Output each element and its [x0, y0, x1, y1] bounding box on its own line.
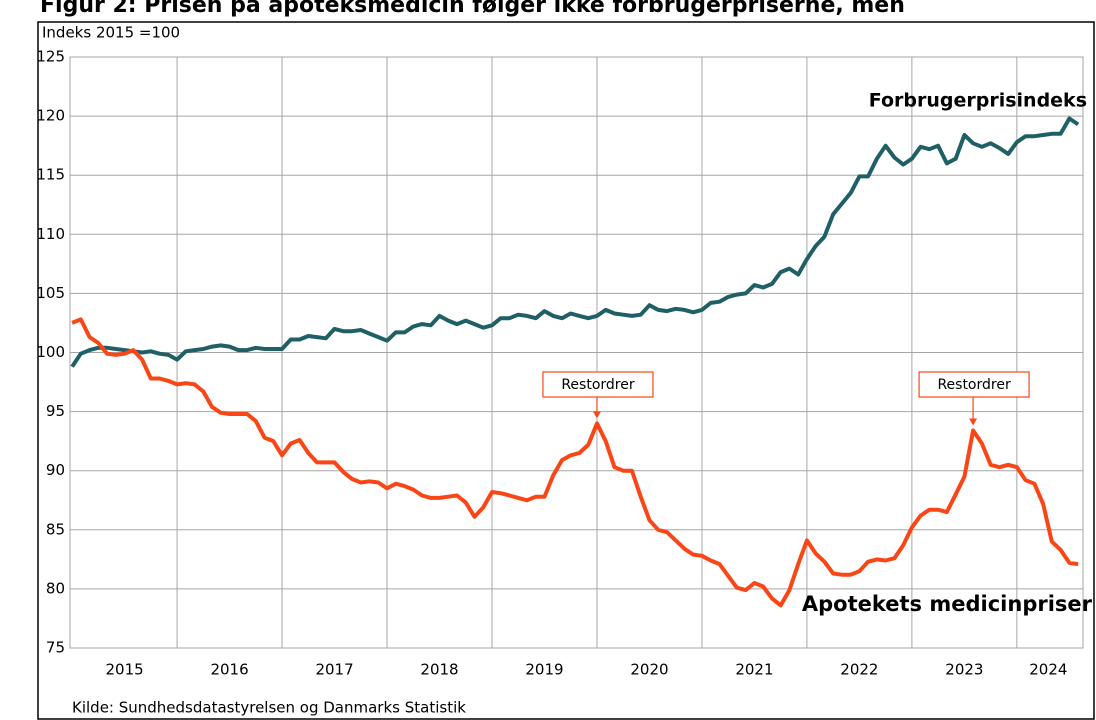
y-tick-label: 105	[36, 284, 65, 302]
x-tick-label: 2018	[420, 661, 458, 679]
y-tick-label: 115	[36, 166, 65, 184]
y-tick-label: 100	[36, 343, 65, 361]
y-axis-label: Indeks 2015 =100	[42, 24, 180, 42]
y-tick-label: 110	[36, 225, 65, 243]
x-tick-label: 2016	[210, 661, 248, 679]
annotation: Restordrer	[561, 377, 635, 393]
source: Kilde: Sundhedsdatastyrelsen og Danmarks…	[72, 699, 466, 717]
plot-area	[69, 56, 1084, 649]
line	[71, 317, 1079, 608]
x-tick-label: 2017	[315, 661, 353, 679]
y-tick-label: 85	[46, 520, 65, 538]
y-tick-label: 80	[46, 579, 65, 597]
x-tick-label: 2022	[840, 661, 878, 679]
arrow-head	[969, 418, 978, 426]
x-tick-label: 2015	[105, 661, 143, 679]
x-tick-label: 2020	[630, 661, 668, 679]
x-tick-label: 2024	[1029, 661, 1067, 679]
y-tick-label: 120	[36, 107, 65, 125]
x-tick-label: 2019	[525, 661, 563, 679]
y-tick-label: 95	[46, 402, 65, 420]
x-tick-label: 2021	[735, 661, 773, 679]
frame	[37, 21, 1095, 720]
annotation: Restordrer	[937, 377, 1011, 393]
series-label: Forbrugerprisindeks	[869, 90, 1087, 112]
annotation-box	[542, 371, 654, 398]
arrow-head	[592, 411, 601, 419]
y-tick-label: 75	[46, 639, 65, 657]
x-tick-label: 2023	[945, 661, 983, 679]
annotation-box	[918, 371, 1030, 398]
y-tick-label: 90	[46, 461, 65, 479]
chart-title: Figur 2: Prisen på apoteksmedicin følger…	[40, 0, 905, 18]
series-label: Apotekets medicinpriser	[802, 592, 1093, 616]
line	[70, 116, 1080, 368]
y-tick-label: 125	[36, 48, 65, 66]
